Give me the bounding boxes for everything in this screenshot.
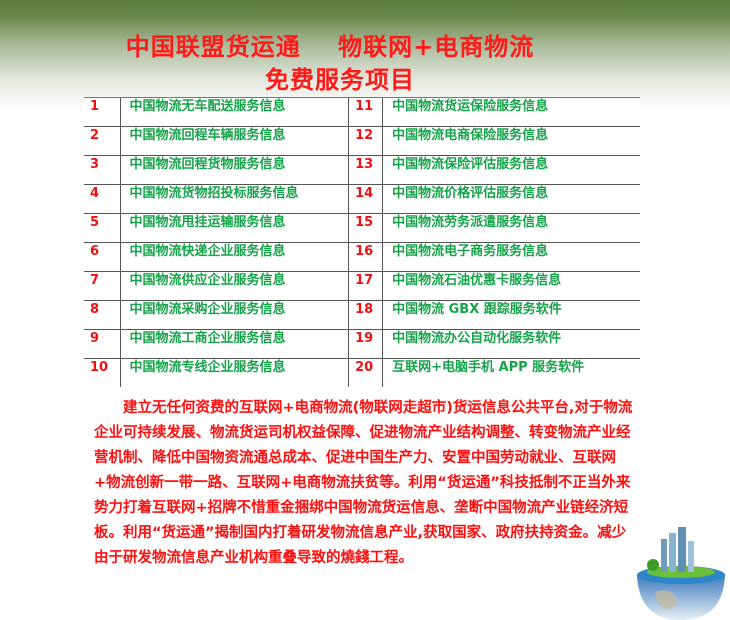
description-paragraph: 建立无任何资费的互联网+电商物流(物联网走超市)货运信息公共平台,对于物流企业可… bbox=[94, 400, 633, 566]
service-label: 中国物流办公自动化服务软件 bbox=[382, 329, 640, 359]
service-row: 7 中国物流供应企业服务信息 17 中国物流石油优惠卡服务信息 bbox=[84, 271, 640, 301]
service-label: 中国物流货物招投标服务信息 bbox=[119, 184, 349, 214]
title-line-2: 免费服务项目 bbox=[265, 66, 415, 94]
service-number: 5 bbox=[84, 213, 120, 243]
service-number: 1 bbox=[84, 97, 120, 127]
service-label: 中国物流电商保险服务信息 bbox=[382, 126, 640, 156]
service-label: 中国物流采购企业服务信息 bbox=[119, 300, 349, 330]
service-label: 中国物流劳务派遣服务信息 bbox=[382, 213, 640, 243]
service-row: 1 中国物流无车配送服务信息 11 中国物流货运保险服务信息 bbox=[84, 97, 640, 127]
service-label: 中国物流保险评估服务信息 bbox=[382, 155, 640, 185]
service-number: 10 bbox=[84, 358, 120, 387]
service-label: 中国物流供应企业服务信息 bbox=[119, 271, 349, 301]
service-label: 中国物流价格评估服务信息 bbox=[382, 184, 640, 214]
service-label: 中国物流无车配送服务信息 bbox=[119, 97, 349, 127]
service-row: 2 中国物流回程车辆服务信息 12 中国物流电商保险服务信息 bbox=[84, 126, 640, 156]
service-number: 6 bbox=[84, 242, 120, 272]
service-number: 9 bbox=[84, 329, 120, 359]
service-number: 7 bbox=[84, 271, 120, 301]
service-number: 18 bbox=[348, 300, 383, 330]
service-number: 11 bbox=[348, 97, 383, 127]
service-number: 14 bbox=[348, 184, 383, 214]
service-number: 19 bbox=[348, 329, 383, 359]
service-row: 5 中国物流甩挂运输服务信息 15 中国物流劳务派遣服务信息 bbox=[84, 213, 640, 243]
globe-city-illustration bbox=[637, 527, 725, 620]
service-number: 17 bbox=[348, 271, 383, 301]
service-number: 8 bbox=[84, 300, 120, 330]
service-number: 15 bbox=[348, 213, 383, 243]
service-number: 16 bbox=[348, 242, 383, 272]
service-label: 中国物流专线企业服务信息 bbox=[119, 358, 349, 387]
service-number: 13 bbox=[348, 155, 383, 185]
service-label: 中国物流回程车辆服务信息 bbox=[119, 126, 349, 156]
service-number: 4 bbox=[84, 184, 120, 214]
service-label: 中国物流快递企业服务信息 bbox=[119, 242, 349, 272]
service-label: 互联网+电脑手机 APP 服务软件 bbox=[382, 358, 640, 387]
service-label: 中国物流工商企业服务信息 bbox=[119, 329, 349, 359]
service-label: 中国物流回程货物服务信息 bbox=[119, 155, 349, 185]
service-number: 3 bbox=[84, 155, 120, 185]
service-label: 中国物流甩挂运输服务信息 bbox=[119, 213, 349, 243]
service-label: 中国物流货运保险服务信息 bbox=[382, 97, 640, 127]
service-label: 中国物流石油优惠卡服务信息 bbox=[382, 271, 640, 301]
service-row: 8 中国物流采购企业服务信息 18 中国物流 GBX 跟踪服务软件 bbox=[84, 300, 640, 330]
service-number: 20 bbox=[348, 358, 383, 387]
title-line-1: 中国联盟货运通 物联网+电商物流 bbox=[125, 33, 535, 61]
service-label: 中国物流 GBX 跟踪服务软件 bbox=[382, 300, 640, 330]
service-row: 10 中国物流专线企业服务信息 20 互联网+电脑手机 APP 服务软件 bbox=[84, 358, 640, 387]
service-row: 9 中国物流工商企业服务信息 19 中国物流办公自动化服务软件 bbox=[84, 329, 640, 359]
services-table: 1 中国物流无车配送服务信息 11 中国物流货运保险服务信息 2 中国物流回程车辆… bbox=[84, 97, 640, 387]
service-number: 2 bbox=[84, 126, 120, 156]
service-label: 中国物流电子商务服务信息 bbox=[382, 242, 640, 272]
service-row: 4 中国物流货物招投标服务信息 14 中国物流价格评估服务信息 bbox=[84, 184, 640, 214]
service-row: 6 中国物流快递企业服务信息 16 中国物流电子商务服务信息 bbox=[84, 242, 640, 272]
service-number: 12 bbox=[348, 126, 383, 156]
service-row: 3 中国物流回程货物服务信息 13 中国物流保险评估服务信息 bbox=[84, 155, 640, 185]
